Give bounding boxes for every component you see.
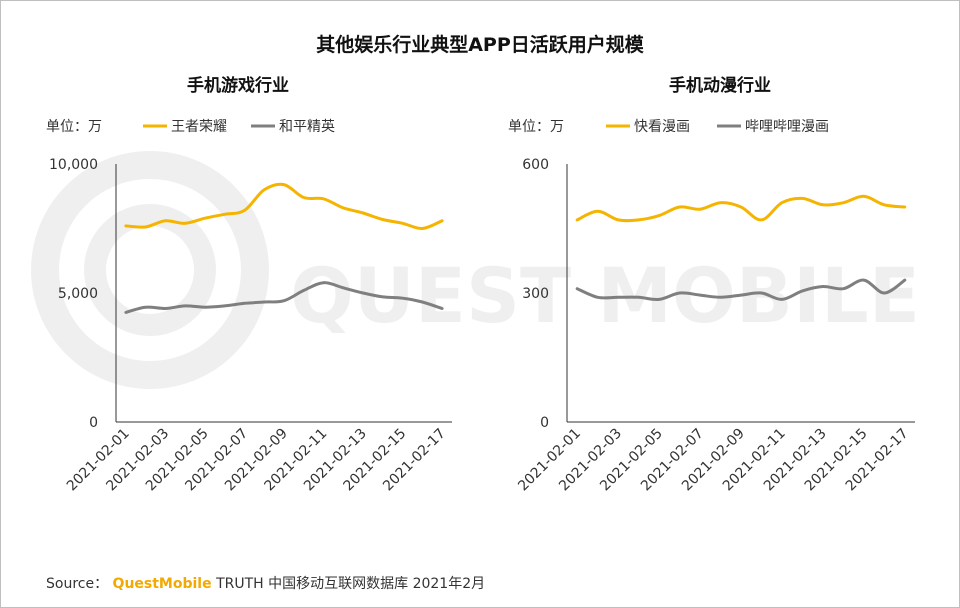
legend-label: 哔哩哔哩漫画 — [745, 119, 829, 135]
watermark-text: QUEST MOBILE — [290, 251, 920, 340]
source-prefix: Source： — [46, 576, 109, 592]
y-tick-label: 300 — [522, 286, 549, 302]
source-brand: QuestMobile — [112, 576, 212, 592]
watermark: QUEST MOBILE — [31, 151, 920, 389]
series-line-yellow — [124, 182, 444, 231]
y-tick-label: 600 — [522, 157, 549, 173]
chart-title: 手机游戏行业 — [187, 75, 289, 96]
figure-title: 其他娱乐行业典型APP日活跃用户规模 — [316, 34, 644, 56]
y-tick-label: 10,000 — [49, 157, 98, 173]
legend-label: 和平精英 — [279, 118, 335, 135]
chart-title: 手机动漫行业 — [669, 75, 771, 96]
unit-label: 单位：万 — [46, 119, 102, 135]
source-footer: Source： QuestMobile TRUTH 中国移动互联网数据库 202… — [46, 573, 485, 593]
y-tick-label: 5,000 — [58, 286, 98, 302]
source-suffix: TRUTH 中国移动互联网数据库 2021年2月 — [216, 576, 486, 592]
unit-label: 单位：万 — [508, 119, 564, 135]
y-tick-label: 0 — [540, 415, 549, 431]
y-tick-label: 0 — [89, 415, 98, 431]
legend-label: 王者荣耀 — [171, 119, 227, 135]
legend-label: 快看漫画 — [634, 119, 690, 135]
series-line-yellow — [575, 194, 907, 223]
